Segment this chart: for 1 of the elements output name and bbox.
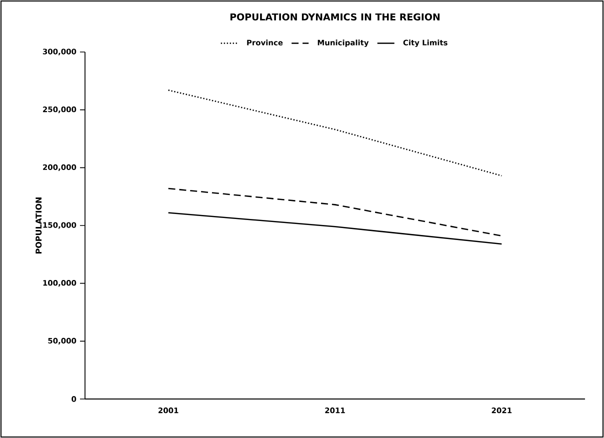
chart-title: POPULATION DYNAMICS IN THE REGION: [230, 13, 440, 21]
